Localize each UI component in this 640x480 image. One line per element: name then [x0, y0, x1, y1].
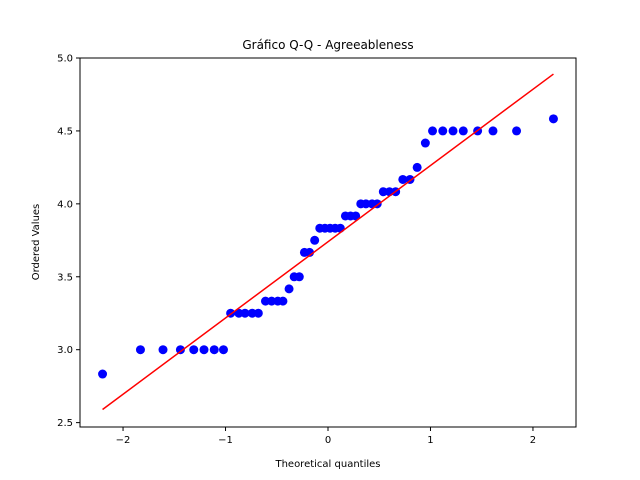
x-tick-label: −2 — [116, 435, 131, 446]
y-tick-label: 3.0 — [57, 345, 73, 356]
y-tick-label: 4.0 — [57, 199, 73, 210]
y-tick-label: 3.5 — [57, 272, 73, 283]
fit-line — [102, 73, 554, 411]
data-point — [458, 126, 468, 136]
y-tick-label: 2.5 — [57, 418, 73, 429]
x-axis-title: Theoretical quantiles — [274, 459, 380, 470]
data-point — [199, 345, 209, 355]
data-point — [488, 126, 498, 136]
data-point — [98, 369, 108, 379]
x-tick-label: 0 — [325, 435, 331, 446]
plot-area — [98, 73, 558, 411]
data-point — [267, 296, 277, 306]
data-point — [351, 211, 361, 221]
x-axis: −2 −1 0 1 2 — [116, 427, 536, 446]
data-point — [294, 272, 304, 282]
data-point — [135, 345, 145, 355]
x-tick-label: 2 — [530, 435, 536, 446]
data-point — [189, 345, 199, 355]
data-point — [310, 235, 320, 245]
data-point — [253, 308, 263, 318]
x-tick-label: −1 — [218, 435, 233, 446]
y-tick-label: 5.0 — [57, 54, 73, 65]
data-point — [412, 162, 422, 172]
data-point — [420, 138, 430, 148]
data-point — [398, 174, 408, 184]
y-axis-title: Ordered Values — [31, 204, 42, 281]
data-point — [448, 126, 458, 136]
data-point — [209, 345, 219, 355]
data-point — [158, 345, 168, 355]
data-point — [361, 199, 371, 209]
data-point — [234, 308, 244, 318]
data-point — [218, 345, 228, 355]
data-point — [278, 296, 288, 306]
data-point — [240, 308, 250, 318]
x-tick-label: 1 — [427, 435, 433, 446]
y-axis: 2.5 3.0 3.5 4.0 4.5 5.0 — [57, 54, 80, 429]
data-point — [512, 126, 522, 136]
data-point — [260, 296, 270, 306]
data-point — [284, 284, 294, 294]
data-point — [438, 126, 448, 136]
data-point — [175, 345, 185, 355]
chart-title: Gráfico Q-Q - Agreeableness — [242, 38, 413, 52]
data-point — [428, 126, 438, 136]
data-point — [548, 114, 558, 124]
data-point — [335, 223, 345, 233]
data-point — [378, 187, 388, 197]
y-tick-label: 4.5 — [57, 126, 73, 137]
